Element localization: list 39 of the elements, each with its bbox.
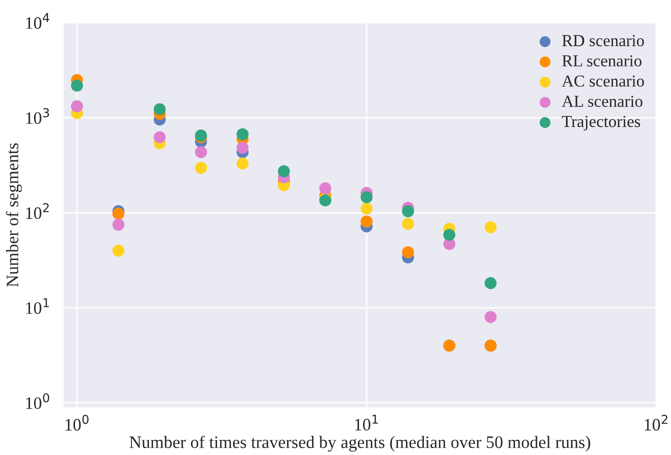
y-tick-label: 10$^{1}$ (26, 298, 49, 314)
point (443, 228, 456, 241)
y-tick-label: 10$^{0}$ (26, 393, 50, 410)
point (402, 205, 414, 218)
point (360, 191, 373, 204)
x-axis-title: Number of times traversed by agents (median over 50 model runs) (130, 436, 590, 452)
legend-label: Trajectories (562, 116, 640, 130)
point (360, 202, 373, 215)
legend-label: RL scenario (562, 55, 642, 66)
point (319, 182, 332, 194)
point (236, 158, 249, 170)
point (70, 80, 84, 92)
point (484, 221, 497, 234)
x-tick-label: 10$^{0}$ (66, 414, 89, 431)
point (154, 103, 166, 116)
y-axis-title: Number of segments (6, 143, 22, 287)
point (484, 311, 497, 324)
point (236, 142, 249, 154)
legend-label: AL scenario (562, 96, 642, 107)
x-tick-label: 10$^{1}$ (355, 414, 378, 430)
point (194, 146, 208, 158)
x-tick-label: 10$^{2}$ (644, 414, 668, 431)
point (112, 244, 124, 257)
legend-label: AC scenario (562, 75, 644, 87)
point (360, 215, 373, 228)
point (278, 165, 290, 178)
point (402, 246, 414, 258)
point (484, 277, 497, 290)
point (70, 100, 84, 112)
point (154, 131, 166, 144)
point (112, 218, 124, 231)
point (194, 162, 208, 174)
point (236, 128, 249, 140)
point (112, 208, 124, 220)
y-tick-label: 10$^{4}$ (26, 13, 50, 29)
legend-label: RD scenario (562, 35, 644, 46)
y-tick-label: 10$^{2}$ (26, 203, 49, 219)
point (402, 218, 414, 230)
y-tick-label: 10$^{3}$ (26, 108, 49, 124)
